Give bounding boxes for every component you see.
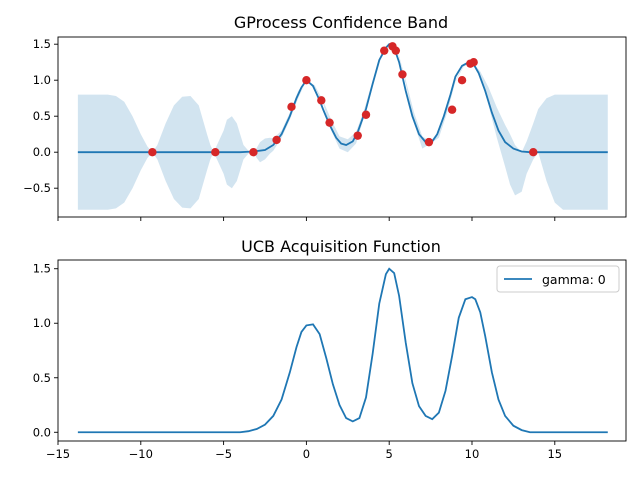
observation-point (325, 118, 334, 127)
gp-y-tick-label: 1.0 (33, 73, 51, 87)
observation-point (469, 58, 478, 67)
ucb-legend: gamma: 0 (496, 265, 620, 293)
ucb-plot-area (77, 267, 608, 434)
observation-point (148, 148, 157, 157)
observation-point (272, 135, 281, 145)
ucb-y-tick-label: 1.0 (33, 316, 51, 330)
ucb-y-tick-label: 1.5 (33, 262, 51, 276)
ucb-x-tick-label: 15 (547, 447, 562, 461)
ucb-x-tick-label: 0 (303, 447, 310, 461)
legend-label: gamma: 0 (542, 272, 606, 287)
legend-box (496, 265, 620, 293)
observation-point (211, 148, 220, 157)
gp-observation-points (148, 42, 538, 157)
observation-point (287, 102, 296, 112)
gp-y-tick-label: 1.5 (33, 37, 51, 51)
observation-point (529, 148, 538, 157)
observation-point (424, 137, 434, 147)
gp-axes-frame (57, 36, 627, 218)
observation-point (249, 148, 258, 157)
ucb-panel: UCB Acquisition Function −15 −10 −5 0 5 10 15 0… (33, 237, 627, 461)
observation-point (380, 46, 389, 55)
gp-y-tick-label: 0.0 (33, 145, 51, 159)
gp-panel: GProcess Confidence Band −0.5 0.0 0.5 1.0 1.… (23, 13, 627, 221)
ucb-line (77, 267, 608, 434)
gp-confidence-band (77, 45, 608, 210)
gp-title: GProcess Confidence Band (234, 13, 448, 32)
observation-point (353, 131, 362, 140)
observation-point (457, 76, 467, 85)
ucb-y-tick-label: 0.5 (33, 371, 51, 385)
gp-y-tick-label: 0.5 (33, 109, 51, 123)
gp-plot-area (77, 42, 608, 210)
gp-y-tick-label: −0.5 (23, 181, 51, 195)
observation-point (317, 96, 326, 105)
observation-point (361, 110, 371, 119)
ucb-axes-frame (57, 259, 627, 442)
ucb-axes: −15 −10 −5 0 5 10 15 0.0 0.5 1.0 1.5 (33, 259, 627, 461)
observation-point (447, 105, 457, 114)
observation-point (302, 76, 311, 85)
ucb-x-tick-label: −15 (46, 447, 70, 461)
ucb-x-tick-label: 5 (386, 447, 393, 461)
gp-axes: −0.5 0.0 0.5 1.0 1.5 (23, 36, 627, 221)
ucb-x-tick-label: −10 (129, 447, 153, 461)
ucb-title: UCB Acquisition Function (241, 237, 441, 256)
ucb-y-tick-label: 0.0 (33, 425, 51, 439)
ucb-x-tick-label: −5 (215, 447, 232, 461)
ucb-x-tick-label: 10 (465, 447, 480, 461)
observation-point (398, 70, 407, 79)
observation-point (391, 46, 401, 55)
